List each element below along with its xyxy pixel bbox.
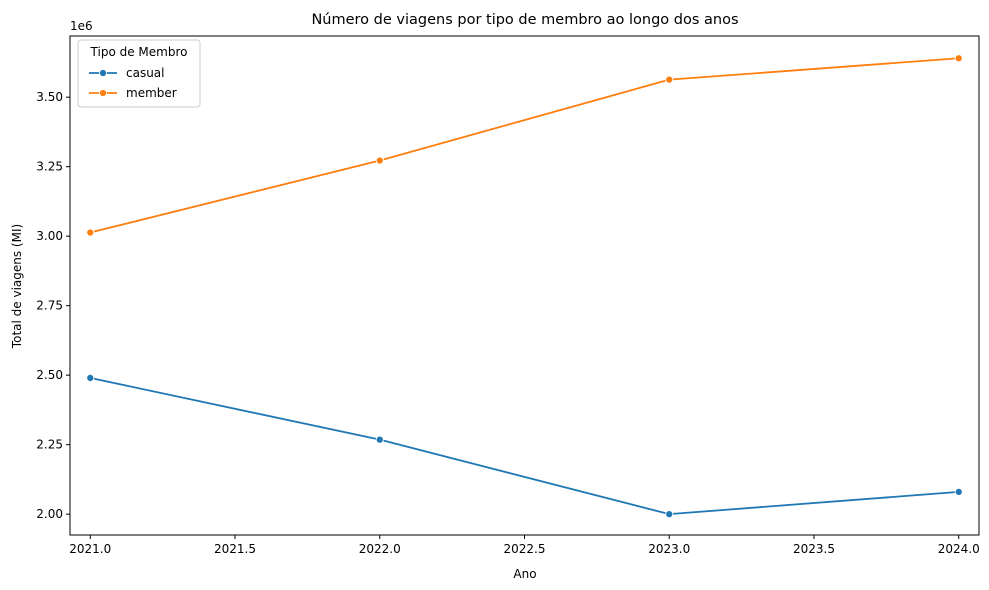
y-tick-label: 2.00 <box>36 507 63 521</box>
x-tick-label: 2024.0 <box>938 542 980 556</box>
x-tick-label: 2021.5 <box>214 542 256 556</box>
x-axis-ticks: 2021.0 2021.5 2022.0 2022.5 2023.0 2023.5 2024… <box>69 535 980 556</box>
legend-label-casual: casual <box>126 66 165 80</box>
chart-title: Número de viagens por tipo de membro ao … <box>311 12 738 28</box>
x-tick-label: 2023.0 <box>648 542 690 556</box>
y-tick-label: 2.50 <box>36 368 63 382</box>
x-tick-label: 2022.5 <box>504 542 546 556</box>
data-point-member <box>86 228 95 237</box>
x-tick-label: 2023.5 <box>793 542 835 556</box>
x-tick-label: 2021.0 <box>69 542 111 556</box>
data-point-member <box>375 156 384 165</box>
data-point-member <box>954 54 963 63</box>
plot-series <box>86 54 963 519</box>
y-tick-label: 3.25 <box>36 160 63 174</box>
y-tick-label: 3.00 <box>36 229 63 243</box>
legend-box <box>77 39 201 108</box>
x-axis-label: Ano <box>513 567 536 581</box>
y-tick-label: 2.75 <box>36 299 63 313</box>
y-tick-label: 3.50 <box>36 90 63 104</box>
legend-title: Tipo de Membro <box>90 45 188 59</box>
y-axis-ticks: 2.00 2.25 2.50 2.75 3.00 3.25 3.50 <box>36 90 70 521</box>
legend-marker-member <box>98 88 108 98</box>
legend-marker-casual <box>98 68 108 78</box>
data-point-casual <box>954 487 963 496</box>
y-axis-label: Total de viagens (MI) <box>10 224 24 349</box>
x-tick-label: 2022.0 <box>359 542 401 556</box>
series-line-casual <box>90 377 959 516</box>
plot-frame <box>69 35 980 536</box>
series-line-member <box>90 57 959 234</box>
legend: Tipo de Membro casual member <box>77 39 201 108</box>
y-axis-offset-label: 1e6 <box>70 19 93 33</box>
y-tick-label: 2.25 <box>36 438 63 452</box>
data-point-casual <box>665 510 674 519</box>
data-point-casual <box>375 435 384 444</box>
data-point-casual <box>86 373 95 382</box>
data-point-member <box>665 75 674 84</box>
legend-label-member: member <box>126 86 177 100</box>
legend-entries: casual member <box>89 66 177 100</box>
